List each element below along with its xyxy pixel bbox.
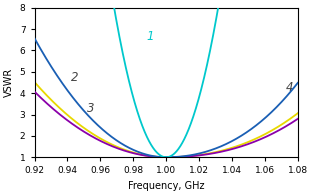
Text: 4: 4 xyxy=(286,81,294,94)
Text: 1: 1 xyxy=(146,30,154,43)
Text: 2: 2 xyxy=(71,71,78,84)
Text: 3: 3 xyxy=(87,102,95,115)
X-axis label: Frequency, GHz: Frequency, GHz xyxy=(128,181,204,191)
Y-axis label: VSWR: VSWR xyxy=(4,68,14,97)
